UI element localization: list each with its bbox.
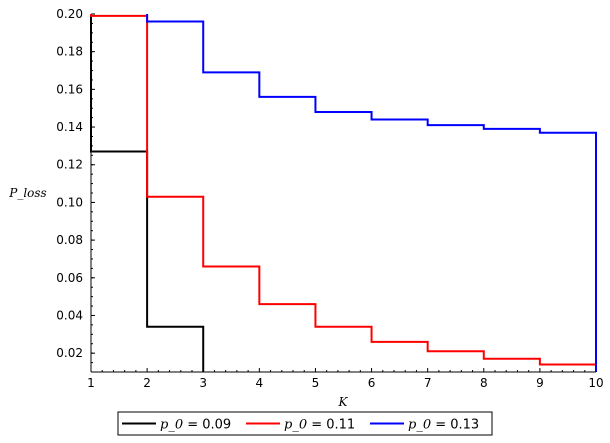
legend-label: p_0 = 0.11 <box>284 418 355 433</box>
y-tick-label: 0.10 <box>56 195 83 209</box>
y-tick-label: 0.16 <box>56 82 83 96</box>
y-tick-label: 0.08 <box>56 233 83 247</box>
series-group <box>90 14 597 372</box>
legend-box <box>117 411 493 436</box>
series-line-2 <box>90 14 597 372</box>
axes: 1 2 3 4 5 6 7 8 9 10 0.02 0.04 0.06 0.08 0.10 0.12 0.14 0… <box>56 7 603 390</box>
y-tick-label: 0.06 <box>56 271 83 285</box>
y-tick-label: 0.20 <box>56 7 83 21</box>
legend-label: p_0 = 0.09 <box>160 418 231 433</box>
x-tick-label: 5 <box>312 376 320 390</box>
y-tick-label: 0.12 <box>56 158 83 172</box>
x-tick-label: 7 <box>424 376 432 390</box>
x-tick-label: 10 <box>588 376 603 390</box>
y-tick-label: 0.14 <box>56 120 83 134</box>
x-tick-label: 1 <box>87 376 95 390</box>
x-axis-title: K <box>338 395 349 409</box>
series-line-3 <box>146 14 597 372</box>
legend-label: p_0 = 0.13 <box>408 418 479 433</box>
y-tick-label: 0.02 <box>56 346 83 360</box>
y-tick-label: 0.04 <box>56 308 83 322</box>
series-line-1 <box>90 14 205 372</box>
y-tick-label: 0.18 <box>56 45 83 59</box>
x-tick-label: 2 <box>143 376 151 390</box>
y-axis-title: P_loss <box>8 186 46 200</box>
x-tick-label: 8 <box>480 376 488 390</box>
legend: p_0 = 0.09 p_0 = 0.11 p_0 = 0.13 <box>117 411 493 436</box>
x-tick-label: 4 <box>256 376 264 390</box>
x-tick-label: 3 <box>199 376 207 390</box>
x-tick-label: 6 <box>368 376 376 390</box>
x-tick-label: 9 <box>536 376 544 390</box>
